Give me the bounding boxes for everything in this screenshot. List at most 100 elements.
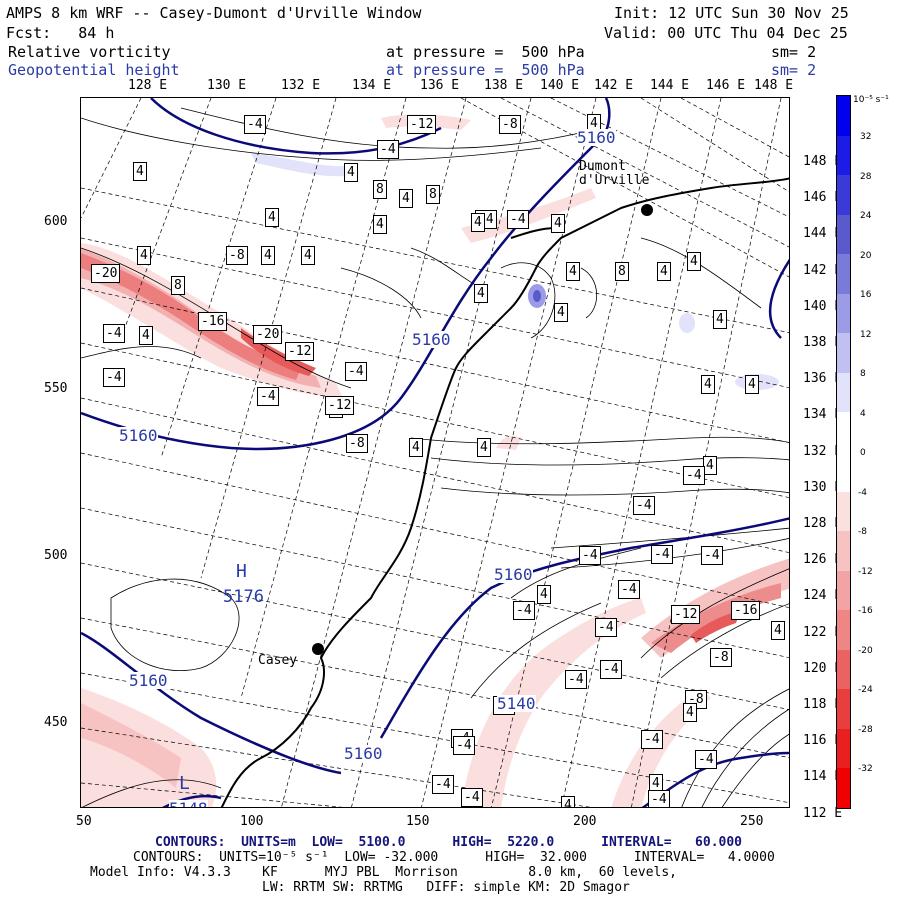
vorticity-contour-label: 4 — [477, 438, 491, 457]
vorticity-contour-label: -4 — [595, 618, 617, 637]
latitude-line-label: 118 E — [803, 697, 843, 712]
latitude-line-label: 128 E — [803, 516, 843, 531]
vorticity-contour-label: 8 — [426, 185, 440, 204]
high-pressure-value: 5176 — [223, 587, 264, 607]
colorbar-segment — [837, 728, 850, 769]
vorticity-contour-label: -12 — [407, 115, 437, 134]
colorbar-segment — [837, 372, 850, 413]
height-contour-label: 5160 — [344, 744, 383, 763]
latitude-line-label: 134 E — [803, 407, 843, 423]
colorbar-segment — [837, 214, 850, 255]
x-tick: 100 — [240, 814, 264, 829]
latitude-line-label: 138 E — [803, 335, 843, 350]
colorbar-label: -16 — [858, 606, 873, 616]
colorbar-segment — [837, 570, 850, 611]
vorticity-contour-label: -4 — [244, 115, 266, 134]
vorticity-contour-label: -4 — [648, 790, 670, 807]
longitude-label: 142 E — [594, 78, 634, 93]
field1-smoothing: sm= 2 — [771, 43, 817, 61]
vorticity-contour-label: 4 — [561, 796, 575, 807]
vorticity-contour-label: -4 — [565, 670, 587, 689]
vorticity-contour-label: 4 — [137, 246, 151, 265]
colorbar-segment — [837, 135, 850, 176]
field1-name: Relative vorticity — [8, 43, 171, 61]
colorbar-label: 28 — [860, 171, 872, 182]
field2-smoothing: sm= 2 — [771, 61, 817, 79]
vorticity-contour-label: 4 — [771, 621, 785, 640]
colorbar-segment — [837, 689, 850, 730]
vorticity-contour-label: -8 — [499, 115, 521, 134]
colorbar-segment — [837, 175, 850, 216]
longitude-label: 134 E — [352, 78, 392, 93]
vorticity-contour-label: -4 — [701, 546, 723, 565]
y-tick: 450 — [44, 715, 68, 730]
high-pressure-marker: H — [236, 561, 247, 582]
vorticity-contour-label: 4 — [683, 703, 697, 722]
latitude-line-label: 136 E — [803, 371, 843, 387]
vorticity-contour-label: 4 — [474, 284, 488, 303]
vorticity-contour-label: 4 — [566, 262, 580, 281]
longitude-label: 144 E — [650, 78, 690, 93]
longitude-label: 146 E — [706, 78, 746, 93]
vorticity-contour-label: -4 — [103, 324, 125, 343]
latitude-line-label: 148 E — [803, 154, 843, 169]
colorbar-label: 0 — [860, 448, 866, 458]
vorticity-contour-label: -12 — [285, 342, 315, 361]
vorticity-contour-label: -4 — [683, 466, 705, 485]
dumont-durville-station-marker — [641, 204, 653, 216]
colorbar-label: -28 — [858, 724, 873, 735]
x-tick: 50 — [76, 814, 92, 829]
height-contour-label: 5160 — [119, 426, 158, 445]
height-contour-label: 5160 — [577, 128, 616, 147]
longitude-label: 140 E — [540, 78, 580, 93]
latitude-line-label: 124 E — [803, 588, 843, 604]
vorticity-contour-label: 4 — [409, 438, 423, 457]
vorticity-contour-label: -16 — [198, 312, 228, 331]
vorticity-contour-label: 4 — [399, 189, 413, 208]
height-contour-label: 5160 — [412, 330, 451, 349]
colorbar-label: 12 — [860, 329, 872, 340]
init-time: Init: 12 UTC Sun 30 Nov 25 — [614, 4, 849, 22]
vorticity-contour-label: -12 — [325, 396, 355, 415]
latitude-line-label: 142 E — [803, 262, 843, 278]
vorticity-contour-label: -4 — [513, 601, 535, 620]
longitude-label: 138 E — [484, 78, 524, 93]
colorbar-label: -20 — [858, 645, 873, 656]
x-tick: 150 — [406, 814, 430, 829]
vorticity-contour-label: -4 — [453, 736, 475, 755]
colorbar-segment — [837, 293, 850, 334]
vorticity-contour-label: 4 — [471, 213, 485, 232]
latitude-line-label: 144 E — [803, 226, 843, 242]
colorbar-segment — [837, 610, 850, 651]
vorticity-contour-label: 4 — [551, 214, 565, 233]
station-name-casey: Casey — [258, 653, 298, 668]
x-tick: 250 — [740, 814, 764, 829]
colorbar-label: 20 — [860, 250, 872, 261]
colorbar-label: -32 — [858, 764, 873, 774]
vorticity-contour-label: -4 — [377, 140, 399, 159]
vorticity-contour-label: -4 — [432, 775, 454, 794]
vorticity-contour-label: 4 — [745, 375, 759, 394]
vorticity-contour-label: 4 — [265, 208, 279, 227]
y-tick: 500 — [44, 548, 68, 563]
height-contour-info: CONTOURS: UNITS=m LOW= 5100.0 HIGH= 5220… — [155, 835, 742, 850]
colorbar-label: 4 — [860, 408, 866, 419]
longitude-label: 148 E — [754, 78, 794, 93]
vorticity-contour-label: 4 — [301, 246, 315, 265]
colorbar-segment — [837, 96, 850, 136]
colorbar-segment — [837, 649, 850, 690]
latitude-line-label: 112 E — [803, 805, 843, 821]
colorbar-segment — [837, 412, 850, 453]
colorbar-segment — [837, 254, 850, 295]
vorticity-contour-label: 4 — [554, 303, 568, 322]
colorbar-label: -12 — [858, 566, 873, 577]
vorticity-contour-label: 4 — [687, 252, 701, 271]
latitude-line-label: 140 E — [803, 298, 843, 314]
vorticity-contour-label: 4 — [713, 310, 727, 329]
vorticity-contour-label: 8 — [615, 262, 629, 281]
map-panel: -4 -12 -8 -4 4 4 8 8 4 4 4 -4 4 4 -8 4 -4 4 -20 8 -16 -20 -12-… — [80, 97, 790, 808]
vorticity-contour-label: -4 — [695, 750, 717, 769]
height-contour-label: 5160 — [494, 565, 533, 584]
colorbar-segment — [837, 491, 850, 532]
vorticity-contour-label: -12 — [671, 605, 701, 624]
